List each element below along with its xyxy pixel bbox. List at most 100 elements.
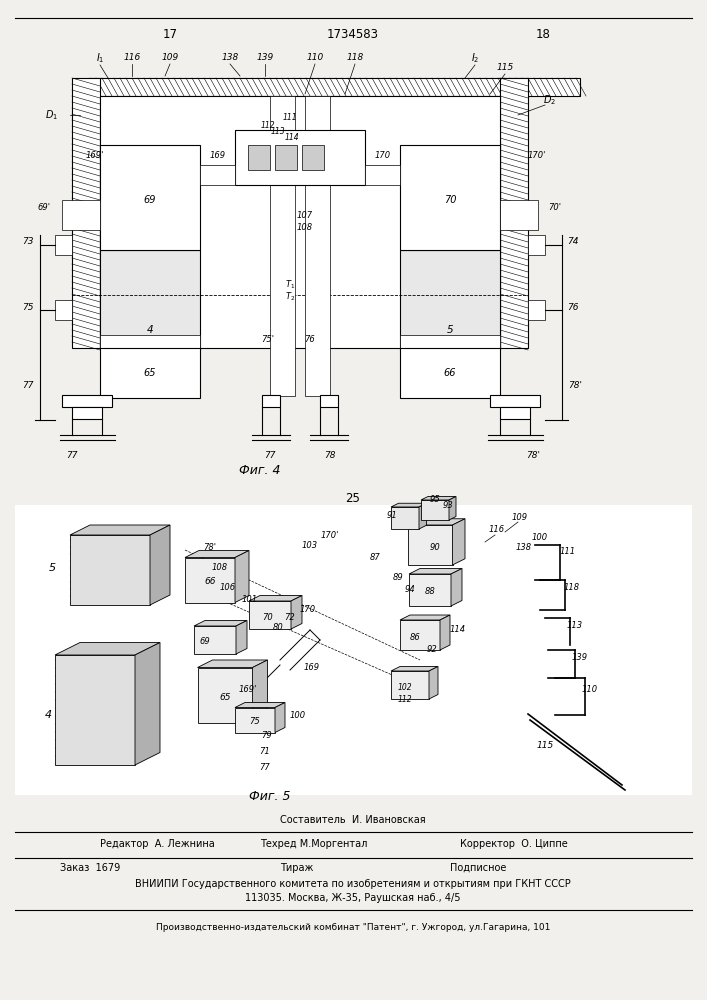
Text: 111: 111: [560, 548, 576, 556]
Text: 108: 108: [212, 564, 228, 572]
Bar: [62, 395, 112, 407]
Text: 93: 93: [443, 502, 453, 510]
Bar: [235, 130, 365, 185]
Text: Производственно-издательский комбинат "Патент", г. Ужгород, ул.Гагарина, 101: Производственно-издательский комбинат "П…: [156, 924, 550, 932]
Polygon shape: [194, 626, 236, 654]
Text: 114: 114: [450, 626, 466, 635]
Text: 65: 65: [144, 368, 156, 378]
Text: 112: 112: [397, 696, 412, 704]
Text: 4: 4: [146, 325, 153, 335]
Text: 92: 92: [426, 646, 438, 654]
Text: 78': 78': [204, 544, 216, 552]
Text: 66: 66: [444, 368, 456, 378]
Text: 116: 116: [124, 53, 141, 62]
Text: ВНИИПИ Государственного комитета по изобретениям и открытиям при ГКНТ СССР: ВНИИПИ Государственного комитета по изоб…: [135, 879, 571, 889]
Text: 74: 74: [567, 237, 579, 246]
Text: 65: 65: [219, 694, 230, 702]
Polygon shape: [197, 660, 267, 668]
Text: 106: 106: [220, 584, 236, 592]
Polygon shape: [451, 568, 462, 606]
Text: 75': 75': [262, 336, 274, 344]
Bar: [100, 250, 200, 350]
Text: Редактор  А. Лежнина: Редактор А. Лежнина: [100, 839, 215, 849]
Polygon shape: [421, 496, 456, 500]
Text: 138: 138: [221, 53, 239, 62]
Bar: [400, 348, 500, 398]
Polygon shape: [249, 595, 302, 601]
Bar: [55, 300, 72, 320]
Polygon shape: [194, 620, 247, 626]
Text: 77: 77: [259, 764, 270, 772]
Text: 71: 71: [259, 748, 270, 756]
Text: 115: 115: [537, 740, 554, 750]
Bar: [400, 335, 500, 348]
Text: 170: 170: [375, 150, 391, 159]
Text: 70: 70: [262, 612, 274, 621]
Bar: [248, 145, 270, 170]
Bar: [100, 96, 500, 348]
Bar: [500, 407, 530, 419]
Bar: [275, 145, 297, 170]
Text: Фиг. 5: Фиг. 5: [250, 790, 291, 802]
Text: 78': 78': [526, 450, 540, 460]
Text: $I_1$: $I_1$: [95, 51, 104, 65]
Text: $D_2$: $D_2$: [544, 93, 556, 107]
Text: 91: 91: [387, 510, 397, 520]
Text: 115: 115: [496, 64, 513, 73]
Bar: [270, 96, 295, 396]
Text: 5: 5: [447, 325, 453, 335]
Text: 25: 25: [346, 491, 361, 504]
Polygon shape: [135, 643, 160, 765]
Bar: [320, 395, 338, 407]
Polygon shape: [409, 568, 462, 574]
Bar: [55, 235, 72, 255]
Polygon shape: [70, 535, 150, 605]
Polygon shape: [452, 519, 465, 565]
Text: 77: 77: [66, 450, 78, 460]
Polygon shape: [391, 666, 438, 671]
Text: 90: 90: [430, 544, 440, 552]
Text: 1734583: 1734583: [327, 28, 379, 41]
Text: $T_2$: $T_2$: [285, 291, 295, 303]
Polygon shape: [391, 503, 426, 507]
Bar: [500, 200, 538, 230]
Text: 89: 89: [392, 574, 404, 582]
Bar: [262, 395, 280, 407]
Polygon shape: [400, 620, 440, 650]
Text: Корректор  О. Циппе: Корректор О. Циппе: [460, 839, 568, 849]
Polygon shape: [235, 702, 285, 708]
Text: Заказ  1679: Заказ 1679: [60, 863, 120, 873]
Text: Подписное: Подписное: [450, 863, 506, 873]
Polygon shape: [407, 525, 452, 565]
Text: 79: 79: [262, 730, 272, 740]
Text: Тираж: Тираж: [280, 863, 313, 873]
Text: Техред М.Моргентал: Техред М.Моргентал: [260, 839, 368, 849]
Text: 78': 78': [568, 380, 582, 389]
Polygon shape: [429, 666, 438, 699]
Text: $I_2$: $I_2$: [471, 51, 479, 65]
Text: 169: 169: [210, 150, 226, 159]
Polygon shape: [419, 503, 426, 529]
Polygon shape: [236, 620, 247, 654]
Polygon shape: [440, 615, 450, 650]
Bar: [100, 145, 200, 250]
Polygon shape: [421, 500, 449, 520]
Polygon shape: [391, 671, 429, 699]
Bar: [528, 235, 545, 255]
Text: 102: 102: [397, 684, 412, 692]
Bar: [302, 145, 324, 170]
Text: 111: 111: [283, 113, 298, 122]
Bar: [305, 96, 330, 396]
Bar: [72, 78, 100, 348]
Text: 139: 139: [572, 654, 588, 662]
Polygon shape: [235, 708, 275, 732]
Text: 113: 113: [271, 127, 286, 136]
Bar: [100, 335, 200, 348]
Polygon shape: [55, 643, 160, 655]
Bar: [490, 395, 540, 407]
Text: 94: 94: [404, 585, 416, 594]
Bar: [72, 407, 102, 419]
Text: 78: 78: [325, 450, 336, 460]
Text: 69: 69: [199, 638, 211, 647]
Text: 66: 66: [204, 578, 216, 586]
